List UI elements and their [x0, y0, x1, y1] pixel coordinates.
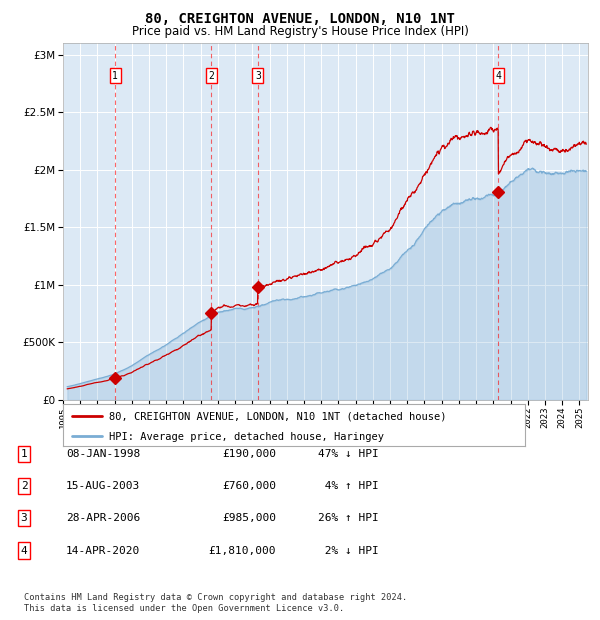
Text: 3: 3 [20, 513, 28, 523]
Text: 47% ↓ HPI: 47% ↓ HPI [318, 449, 379, 459]
Text: 4% ↑ HPI: 4% ↑ HPI [318, 481, 379, 491]
Text: £190,000: £190,000 [222, 449, 276, 459]
Text: 08-JAN-1998: 08-JAN-1998 [66, 449, 140, 459]
Text: 2: 2 [208, 71, 214, 81]
Text: Price paid vs. HM Land Registry's House Price Index (HPI): Price paid vs. HM Land Registry's House … [131, 25, 469, 38]
Text: £1,810,000: £1,810,000 [209, 546, 276, 556]
Text: £760,000: £760,000 [222, 481, 276, 491]
Text: 4: 4 [495, 71, 501, 81]
Text: Contains HM Land Registry data © Crown copyright and database right 2024.
This d: Contains HM Land Registry data © Crown c… [24, 593, 407, 613]
Text: £985,000: £985,000 [222, 513, 276, 523]
Text: 14-APR-2020: 14-APR-2020 [66, 546, 140, 556]
Text: HPI: Average price, detached house, Haringey: HPI: Average price, detached house, Hari… [109, 432, 384, 442]
Text: 80, CREIGHTON AVENUE, LONDON, N10 1NT (detached house): 80, CREIGHTON AVENUE, LONDON, N10 1NT (d… [109, 412, 446, 422]
Text: 1: 1 [20, 449, 28, 459]
Text: 2% ↓ HPI: 2% ↓ HPI [318, 546, 379, 556]
Text: 15-AUG-2003: 15-AUG-2003 [66, 481, 140, 491]
Text: 2: 2 [20, 481, 28, 491]
Text: 1: 1 [112, 71, 118, 81]
Text: 26% ↑ HPI: 26% ↑ HPI [318, 513, 379, 523]
Text: 4: 4 [20, 546, 28, 556]
Text: 80, CREIGHTON AVENUE, LONDON, N10 1NT: 80, CREIGHTON AVENUE, LONDON, N10 1NT [145, 12, 455, 27]
Text: 3: 3 [255, 71, 261, 81]
Text: 28-APR-2006: 28-APR-2006 [66, 513, 140, 523]
